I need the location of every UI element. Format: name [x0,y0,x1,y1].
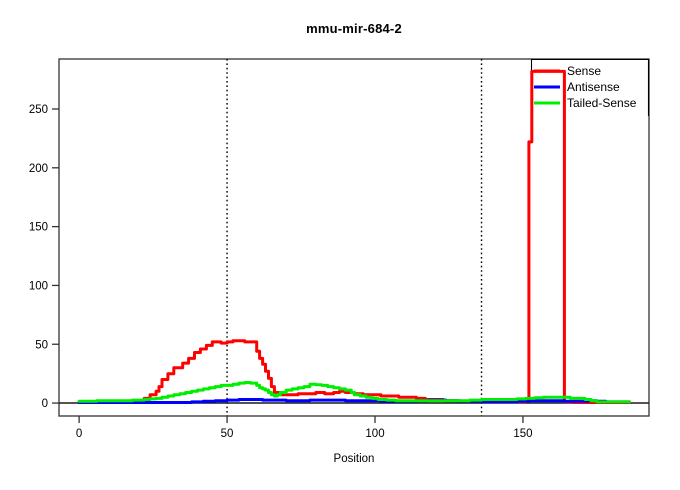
legend-background [531,59,649,116]
series-line-antisense [77,398,631,404]
series-line-tailed-sense [77,381,631,404]
y-tick-label: 0 [42,398,48,410]
chart-title: mmu-mir-684-2 [306,21,402,36]
series-line-sense [77,69,631,404]
y-tick-label: 100 [29,280,48,292]
y-tick-label: 50 [35,339,48,351]
x-tick-label: 150 [513,428,532,440]
plot-box [58,58,650,417]
y-tick-label: 200 [29,163,48,175]
legend-label-sense: Sense [567,64,601,78]
y-tick-label: 250 [29,104,48,116]
x-tick-label: 100 [365,428,384,440]
x-tick-label: 50 [221,428,234,440]
legend-label-tailed-sense: Tailed-Sense [567,96,637,110]
y-tick-label: 150 [29,222,48,234]
x-axis-title: Position [333,453,375,465]
x-tick-label: 0 [76,428,82,440]
legend-label-antisense: Antisense [567,80,620,94]
